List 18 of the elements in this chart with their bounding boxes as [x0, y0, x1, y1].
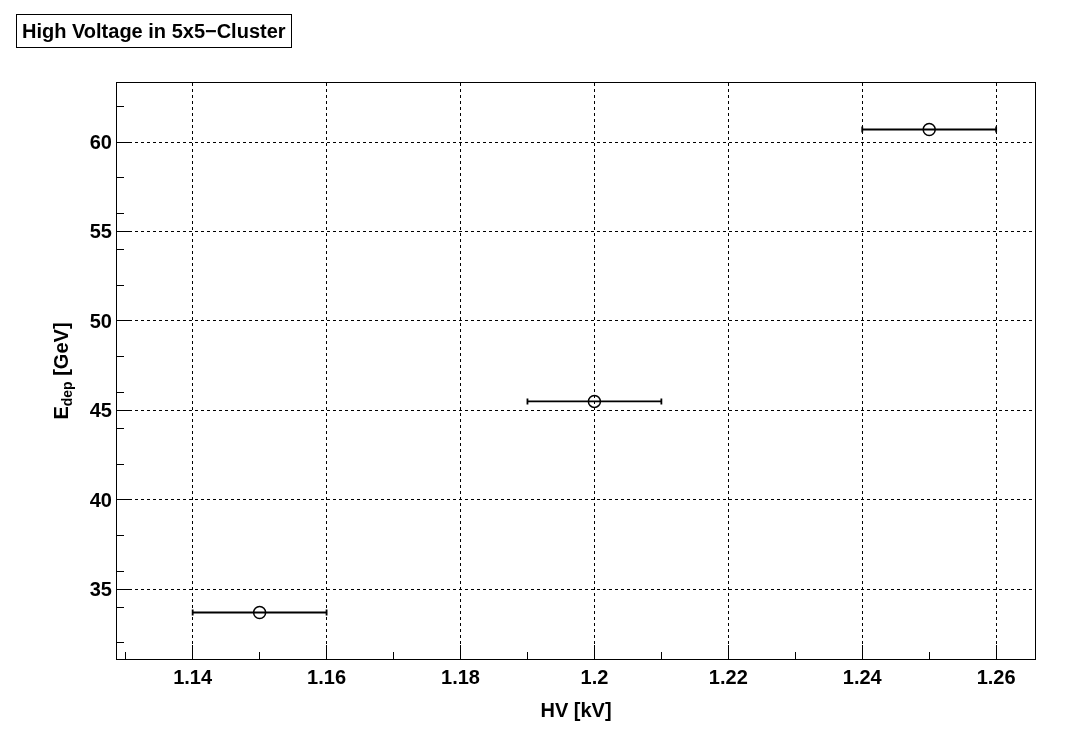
x-tick-label: 1.18: [441, 666, 480, 688]
y-tick-label: 60: [89, 131, 112, 154]
point: [922, 122, 936, 137]
point: [587, 394, 602, 409]
y-tick-label: 50: [89, 309, 112, 332]
x-tick-label: 1.16: [307, 666, 347, 688]
x-tick-label: 1.26: [976, 666, 1016, 688]
x-tick-label: 1.24: [842, 666, 883, 688]
chart-title: High Voltage in 5x5−Cluster: [22, 20, 286, 42]
y-tick-label: 45: [89, 399, 112, 422]
x-tick-label: 1.22: [708, 666, 748, 688]
y-tick-label: 35: [89, 578, 112, 601]
x-tick-label: 1.14: [173, 666, 213, 688]
x-axis-title: HV [kV]: [540, 698, 612, 721]
y-tick-label: 40: [89, 488, 112, 511]
point: [252, 605, 267, 620]
y-tick-label: 55: [89, 220, 112, 243]
x-tick-label: 1.2: [580, 666, 609, 688]
